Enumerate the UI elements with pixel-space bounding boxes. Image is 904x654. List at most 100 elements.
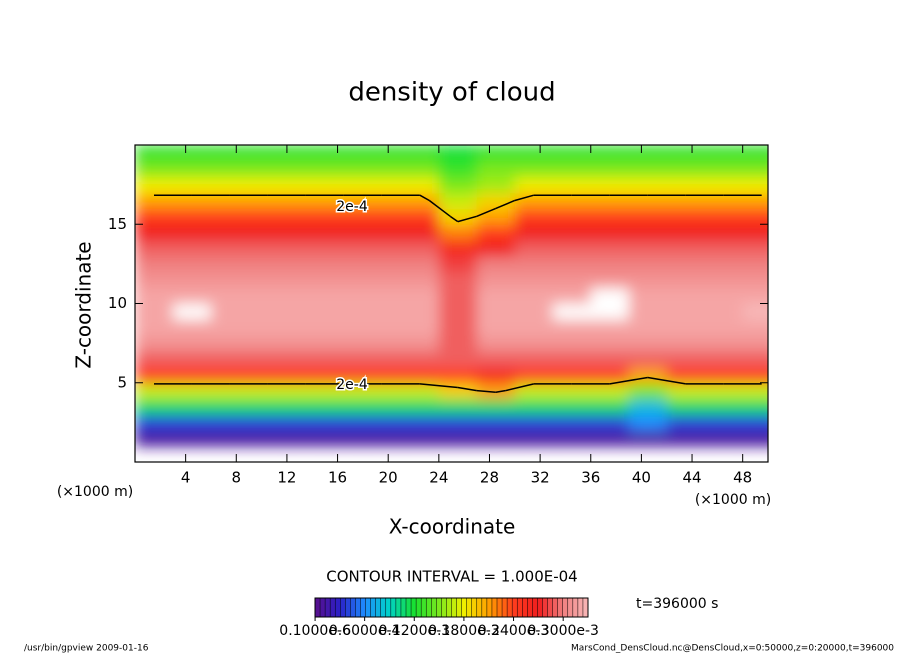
cell: [666, 398, 706, 415]
cell: [324, 176, 364, 194]
cell: [324, 319, 364, 336]
y-tick-label: 5: [117, 373, 127, 391]
x-tick-label: 48: [733, 469, 752, 487]
cell: [135, 430, 174, 447]
x-tick-label: 4: [181, 469, 191, 487]
cell: [286, 287, 326, 304]
cell: [135, 208, 174, 225]
cell: [476, 430, 516, 447]
cell: [210, 366, 250, 384]
cell: [742, 398, 768, 415]
cell: [438, 255, 478, 273]
colorbar-swatch: [542, 598, 548, 617]
cell: [514, 176, 554, 194]
cell: [552, 255, 592, 273]
cell: [704, 382, 744, 400]
cell: [552, 145, 592, 162]
cell: [400, 224, 440, 241]
cell: [552, 176, 592, 194]
colorbar-swatch: [426, 598, 432, 617]
cell: [172, 351, 212, 368]
cell: [476, 414, 516, 431]
colorbar-swatch: [456, 598, 462, 617]
cell: [704, 414, 744, 431]
cell: [666, 430, 706, 447]
cell: [590, 160, 630, 178]
cell: [172, 208, 212, 225]
cell: [476, 319, 516, 336]
cell: [286, 224, 326, 241]
cell: [400, 192, 440, 209]
cell: [172, 382, 212, 400]
colorbar-swatch: [461, 598, 467, 617]
x-tick-label: 40: [632, 469, 651, 487]
cell: [666, 271, 706, 289]
cell: [552, 271, 592, 289]
cell: [628, 398, 668, 415]
cell: [248, 240, 288, 257]
cell: [552, 287, 592, 304]
x-tick-label: 28: [480, 469, 499, 487]
cell: [590, 398, 630, 415]
cell: [172, 414, 212, 431]
colorbar-swatch: [512, 598, 518, 617]
cell: [210, 271, 250, 289]
colorbar-swatch: [476, 598, 483, 617]
cell: [590, 255, 630, 273]
contour-line: [457, 215, 478, 223]
cell: [324, 192, 364, 209]
cell: [552, 319, 592, 336]
colorbar-frame: [314, 597, 589, 618]
cell: [552, 335, 592, 352]
cell: [742, 255, 768, 273]
cell: [438, 176, 478, 194]
cell: [666, 160, 706, 178]
y-tick-label: 15: [108, 215, 127, 233]
cell: [362, 255, 402, 273]
cell: [172, 335, 212, 352]
cell: [362, 145, 402, 162]
cell: [135, 240, 174, 257]
cell: [400, 319, 440, 336]
cell: [552, 382, 592, 400]
cell: [438, 335, 478, 352]
colorbar-swatch: [552, 598, 558, 617]
colorbar-swatch: [390, 598, 397, 617]
cell: [362, 414, 402, 431]
colorbar: 0.1000e-60.6000e-40.1200e-30.1800e-30.24…: [279, 597, 599, 639]
cell: [590, 335, 630, 352]
cell: [476, 271, 516, 289]
cell: [704, 351, 744, 368]
cell: [590, 145, 630, 162]
cell: [248, 382, 288, 400]
cell: [438, 398, 478, 415]
cell: [210, 335, 250, 352]
cell: [210, 224, 250, 241]
cell: [476, 145, 516, 162]
cell: [248, 303, 288, 320]
colorbar-swatch: [582, 598, 589, 617]
cell: [400, 351, 440, 368]
cell: [514, 414, 554, 431]
cell: [324, 240, 364, 257]
cell: [210, 303, 250, 320]
cell: [172, 303, 212, 320]
cell: [400, 398, 440, 415]
cell: [666, 240, 706, 257]
x-axis-label: X-coordinate: [389, 515, 516, 539]
cell: [514, 398, 554, 415]
cell: [438, 430, 478, 447]
cell: [742, 319, 768, 336]
cell: [628, 335, 668, 352]
contour-line: [609, 376, 648, 385]
x-tick-label: 24: [429, 469, 448, 487]
cell: [135, 255, 174, 273]
cell: [135, 145, 174, 162]
cell: [552, 224, 592, 241]
cell: [666, 414, 706, 431]
contour-interval: CONTOUR INTERVAL = 1.000E-04: [326, 568, 577, 586]
cell: [742, 145, 768, 162]
colorbar-swatch: [507, 598, 513, 617]
cell: [135, 287, 174, 304]
cell: [286, 303, 326, 320]
